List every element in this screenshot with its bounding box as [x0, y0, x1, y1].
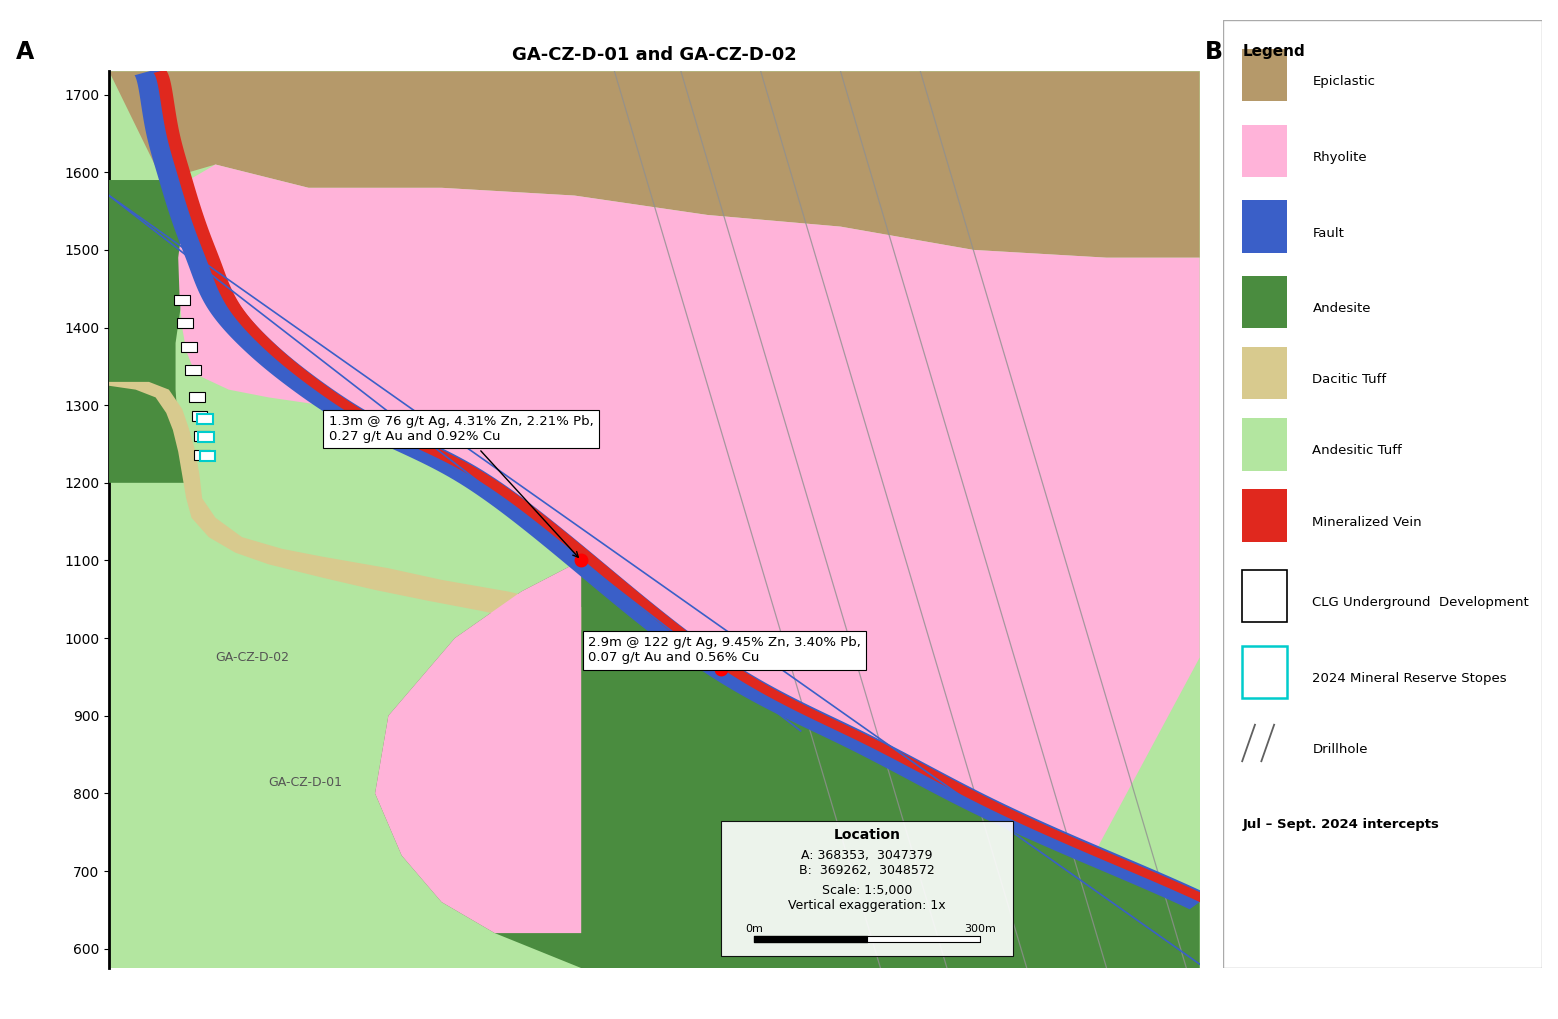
Bar: [196, 414, 213, 424]
Bar: [1242, 489, 1287, 542]
Text: 0m: 0m: [745, 924, 763, 934]
FancyBboxPatch shape: [721, 820, 1013, 957]
Polygon shape: [134, 67, 1209, 909]
Bar: [181, 341, 196, 352]
Bar: [185, 365, 201, 375]
Text: Fault: Fault: [1312, 226, 1345, 239]
Polygon shape: [154, 69, 1215, 905]
Bar: [1242, 347, 1287, 399]
Text: Legend: Legend: [1242, 44, 1306, 59]
Text: Mineralized Vein: Mineralized Vein: [1312, 516, 1422, 529]
Text: Epiclastic: Epiclastic: [1312, 75, 1376, 88]
Text: B: B: [1206, 40, 1223, 64]
Bar: [1242, 201, 1287, 253]
Text: Scale: 1:5,000
Vertical exaggeration: 1x: Scale: 1:5,000 Vertical exaggeration: 1x: [788, 884, 946, 912]
Text: GA-CZ-D-01: GA-CZ-D-01: [268, 775, 343, 789]
Title: GA-CZ-D-01 and GA-CZ-D-02: GA-CZ-D-01 and GA-CZ-D-02: [513, 46, 796, 64]
Bar: [1242, 124, 1287, 176]
Bar: [199, 451, 215, 461]
Bar: [189, 392, 204, 403]
Bar: [1242, 570, 1287, 623]
Bar: [198, 432, 213, 442]
Text: Location: Location: [834, 827, 901, 842]
Text: GA-CZ-D-02: GA-CZ-D-02: [215, 651, 290, 664]
Bar: [195, 450, 210, 461]
Text: A: A: [16, 40, 34, 64]
Polygon shape: [109, 71, 1200, 968]
Text: 2.9m @ 122 g/t Ag, 9.45% Zn, 3.40% Pb,
0.07 g/t Au and 0.56% Cu: 2.9m @ 122 g/t Ag, 9.45% Zn, 3.40% Pb, 0…: [587, 637, 860, 664]
Text: 2024 Mineral Reserve Stopes: 2024 Mineral Reserve Stopes: [1312, 672, 1507, 685]
Polygon shape: [109, 382, 581, 631]
Bar: [178, 318, 193, 328]
Bar: [1242, 276, 1287, 328]
Bar: [192, 412, 207, 422]
Text: Jul – Sept. 2024 intercepts: Jul – Sept. 2024 intercepts: [1242, 817, 1440, 830]
Polygon shape: [178, 164, 1200, 933]
Text: 300m: 300m: [964, 924, 996, 934]
Bar: [195, 431, 210, 441]
Text: Andesite: Andesite: [1312, 303, 1371, 315]
Bar: [1242, 49, 1287, 101]
Text: 1.3m @ 76 g/t Ag, 4.31% Zn, 2.21% Pb,
0.27 g/t Au and 0.92% Cu: 1.3m @ 76 g/t Ag, 4.31% Zn, 2.21% Pb, 0.…: [329, 415, 594, 557]
Text: Andesitic Tuff: Andesitic Tuff: [1312, 444, 1402, 458]
Bar: [174, 294, 190, 305]
Polygon shape: [375, 560, 1200, 968]
Bar: [1242, 419, 1287, 471]
Text: CLG Underground  Development: CLG Underground Development: [1312, 596, 1530, 609]
Bar: [1242, 646, 1287, 698]
Text: A: 368353,  3047379
B:  369262,  3048572: A: 368353, 3047379 B: 369262, 3048572: [799, 849, 935, 877]
Text: Rhyolite: Rhyolite: [1312, 151, 1366, 164]
Text: Dacitic Tuff: Dacitic Tuff: [1312, 373, 1387, 386]
Polygon shape: [109, 71, 1200, 258]
Polygon shape: [109, 180, 192, 483]
Text: Drillhole: Drillhole: [1312, 743, 1368, 756]
